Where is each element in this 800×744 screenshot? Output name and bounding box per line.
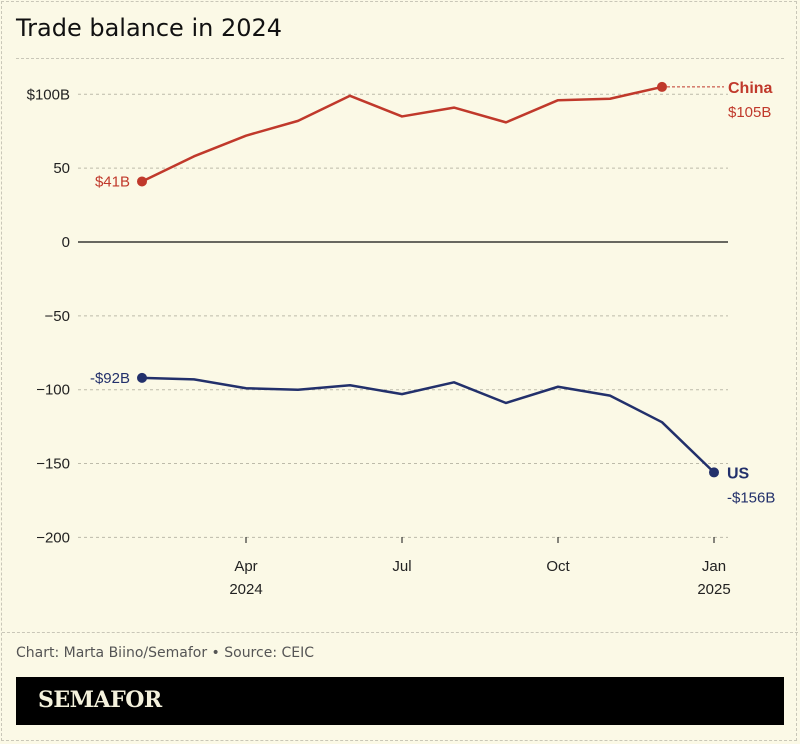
y-tick-label: 0 [62, 234, 70, 251]
y-tick-label: −150 [36, 456, 70, 473]
end-value-label: -$156B [727, 489, 775, 506]
series-line-us [141, 376, 715, 474]
series-line-china [141, 85, 663, 183]
start-point [137, 372, 147, 383]
divider [2, 632, 798, 633]
series-name-label: China [728, 80, 773, 97]
x-tick-label: Jan [702, 558, 726, 575]
x-tick-label: Oct [546, 558, 570, 575]
chart-title: Trade balance in 2024 [16, 14, 283, 42]
end-point [709, 467, 719, 478]
x-tick-sublabel: 2025 [697, 581, 730, 598]
y-tick-label: $100B [27, 86, 70, 103]
divider [16, 58, 784, 59]
y-tick-label: 50 [53, 160, 70, 177]
chart-credit: Chart: Marta Biino/Semafor • Source: CEI… [16, 645, 315, 661]
series-name-label: US [727, 465, 750, 482]
line-chart: $100B 50 0 −50 −100 −150 −200 Apr 2024 Jul Oct Jan 2… [27, 80, 776, 598]
semafor-logo: SEMAFOR [38, 687, 162, 713]
brand-bar: SEMAFOR [16, 677, 784, 725]
start-point [137, 176, 147, 187]
x-tick-label: Jul [392, 558, 411, 575]
end-value-label: $105B [728, 104, 771, 121]
y-tick-label: −200 [36, 529, 70, 546]
y-tick-label: −50 [45, 308, 70, 325]
x-tick-label: Apr [234, 558, 257, 575]
start-value-label: $41B [95, 173, 130, 190]
start-value-label: -$92B [90, 370, 130, 387]
x-tick-sublabel: 2024 [229, 581, 262, 598]
y-tick-label: −100 [36, 382, 70, 399]
